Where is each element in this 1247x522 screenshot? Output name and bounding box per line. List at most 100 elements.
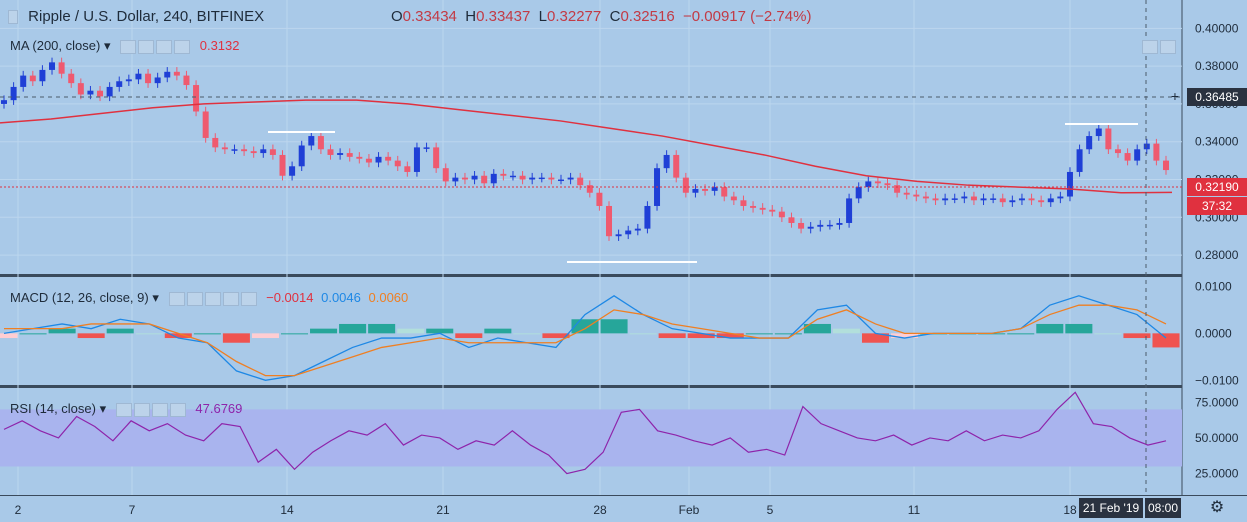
candle-body <box>1163 160 1169 171</box>
macd-histogram-bar <box>716 333 744 339</box>
source-icon[interactable] <box>151 403 168 418</box>
macd-histogram-bar <box>164 333 192 339</box>
candle-body <box>913 194 920 197</box>
macd-histogram-bar <box>426 328 454 334</box>
high-value: 0.33437 <box>476 8 531 25</box>
settings-icon[interactable] <box>186 292 203 307</box>
candle-body <box>990 198 997 200</box>
macd-histogram-bar <box>803 323 831 334</box>
legend-buttons[interactable] <box>120 39 192 55</box>
more-icon[interactable] <box>240 292 257 307</box>
candle-body <box>1134 149 1141 161</box>
maximize-icon[interactable] <box>1142 40 1158 54</box>
candle-body <box>750 205 757 208</box>
candle-body <box>452 177 459 182</box>
open-label: O <box>391 8 403 25</box>
candle-body <box>423 147 430 149</box>
rsi-legend[interactable]: RSI (14, close) ▾ 47.6769 <box>10 401 242 418</box>
time-tick-label: 2 <box>15 503 22 517</box>
macd-histogram-bar <box>251 333 279 339</box>
candle-body <box>903 192 910 195</box>
legend-buttons[interactable] <box>115 402 188 418</box>
candle-body <box>461 177 468 180</box>
candle-body <box>673 154 680 178</box>
macd-histogram-bar <box>1007 333 1035 335</box>
macd-histogram-bar <box>339 323 367 334</box>
pane-controls[interactable] <box>1142 40 1176 59</box>
candle-body <box>279 154 286 176</box>
candle-body <box>932 198 939 201</box>
candle-body <box>327 149 334 155</box>
settings-icon[interactable] <box>138 40 155 55</box>
candle-body <box>269 149 276 155</box>
candle-body <box>1047 198 1054 203</box>
macd-tick-label: −0.0100 <box>1195 373 1239 387</box>
candle-body <box>164 71 171 78</box>
candle-body <box>260 149 267 154</box>
eye-icon[interactable] <box>120 40 137 55</box>
rsi-line <box>3 391 1167 475</box>
candle-body <box>980 198 987 201</box>
pane-separator[interactable] <box>0 274 1182 277</box>
chevron-down-icon[interactable]: ▾ <box>103 38 111 53</box>
ma-label[interactable]: MA (200, close) <box>10 38 101 53</box>
settings-icon[interactable] <box>133 403 150 418</box>
macd-legend[interactable]: MACD (12, 26, close, 9) ▾ −0.0014 0.0046… <box>10 290 408 307</box>
symbol-title[interactable]: Ripple / U.S. Dollar, 240, BITFINEX <box>28 8 265 25</box>
close-icon[interactable] <box>222 292 239 307</box>
macd-histogram-bar <box>135 333 163 335</box>
rsi-tick-label: 25.0000 <box>1195 467 1239 481</box>
candle-body <box>1143 143 1150 150</box>
candle-body <box>317 136 324 150</box>
collapse-icon[interactable] <box>1160 40 1176 54</box>
price-tick-label: 0.38000 <box>1195 59 1239 73</box>
candle-body <box>1066 171 1073 197</box>
source-icon[interactable] <box>204 292 221 307</box>
close-value: 0.32516 <box>620 8 675 25</box>
pane-separator[interactable] <box>0 385 1182 388</box>
chevron-down-icon[interactable]: ▾ <box>152 290 159 305</box>
candle-body <box>145 73 152 84</box>
eye-icon[interactable] <box>168 292 185 307</box>
candle-body <box>97 90 104 97</box>
time-tick-label: 28 <box>593 503 607 517</box>
candle-body <box>1124 153 1131 161</box>
macd-label[interactable]: MACD (12, 26, close, 9) <box>10 290 149 305</box>
legend-buttons[interactable] <box>168 291 259 307</box>
macd-histogram-bar <box>861 333 890 343</box>
candle-body <box>702 188 709 191</box>
close-icon[interactable] <box>174 40 191 55</box>
candle-body <box>519 175 526 180</box>
candle-body <box>298 145 305 167</box>
candle-body <box>961 196 968 199</box>
rsi-label[interactable]: RSI (14, close) <box>10 401 96 416</box>
candle-body <box>231 149 238 151</box>
ma-legend[interactable]: MA (200, close) ▾ 0.3132 <box>10 38 240 55</box>
candle-body <box>413 147 420 172</box>
candle-body <box>759 207 766 210</box>
candle-body <box>625 230 632 235</box>
macd-histogram-bar <box>193 333 221 335</box>
crosshair-time-tag: 08:00 <box>1145 498 1181 518</box>
candle-body <box>39 69 46 82</box>
candle-body <box>778 211 785 218</box>
time-tick-label: 21 <box>436 503 450 517</box>
candle-body <box>942 198 949 201</box>
ma-200-line <box>0 99 1173 194</box>
macd-hist-value: −0.0014 <box>266 290 314 305</box>
candle-body <box>874 181 881 184</box>
gear-icon[interactable]: ⚙ <box>1209 499 1225 516</box>
price-tick-label: 0.40000 <box>1195 21 1239 35</box>
eye-icon[interactable] <box>115 403 132 418</box>
close-icon[interactable] <box>169 403 186 418</box>
main-pane-bg <box>0 0 1182 274</box>
source-icon[interactable] <box>156 40 173 55</box>
chevron-down-icon[interactable]: ▾ <box>99 401 107 416</box>
candle-body <box>1153 143 1160 161</box>
chart-header: Ripple / U.S. Dollar, 240, BITFINEX <box>8 8 264 25</box>
close-label: C <box>609 8 621 25</box>
symbol-icon[interactable] <box>8 10 18 25</box>
macd-histogram-bar <box>1123 333 1151 339</box>
candle-body <box>692 188 699 193</box>
